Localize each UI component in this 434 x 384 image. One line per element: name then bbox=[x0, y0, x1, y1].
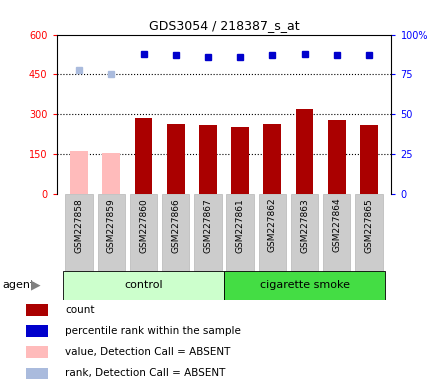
Text: GSM227860: GSM227860 bbox=[139, 198, 148, 253]
Bar bbox=[135, 118, 152, 194]
Bar bbox=[322, 194, 350, 271]
Bar bbox=[70, 151, 88, 194]
Bar bbox=[327, 119, 345, 194]
Bar bbox=[290, 194, 318, 271]
Text: ▶: ▶ bbox=[31, 279, 41, 291]
Text: count: count bbox=[65, 305, 95, 315]
Text: GSM227863: GSM227863 bbox=[299, 198, 308, 253]
Bar bbox=[224, 271, 384, 300]
Text: GSM227861: GSM227861 bbox=[235, 198, 244, 253]
Text: GSM227858: GSM227858 bbox=[74, 198, 83, 253]
Text: control: control bbox=[124, 280, 162, 290]
Bar bbox=[194, 194, 221, 271]
Bar bbox=[258, 194, 286, 271]
Text: GSM227866: GSM227866 bbox=[171, 198, 180, 253]
Bar bbox=[226, 194, 253, 271]
Text: value, Detection Call = ABSENT: value, Detection Call = ABSENT bbox=[65, 347, 230, 358]
Text: GSM227865: GSM227865 bbox=[364, 198, 373, 253]
Text: GSM227859: GSM227859 bbox=[107, 198, 115, 253]
Bar bbox=[359, 125, 377, 194]
Bar bbox=[231, 127, 248, 194]
Bar bbox=[129, 194, 157, 271]
Bar bbox=[97, 194, 125, 271]
Text: GSM227862: GSM227862 bbox=[267, 198, 276, 252]
Bar bbox=[161, 194, 189, 271]
Bar bbox=[26, 325, 48, 337]
Bar bbox=[355, 194, 382, 271]
Bar bbox=[26, 346, 48, 358]
Text: agent: agent bbox=[2, 280, 34, 290]
Bar bbox=[167, 124, 184, 194]
Text: percentile rank within the sample: percentile rank within the sample bbox=[65, 326, 240, 336]
Title: GDS3054 / 218387_s_at: GDS3054 / 218387_s_at bbox=[148, 19, 299, 32]
Bar bbox=[263, 124, 280, 194]
Bar bbox=[26, 304, 48, 316]
Text: cigarette smoke: cigarette smoke bbox=[259, 280, 349, 290]
Bar bbox=[199, 126, 216, 194]
Bar bbox=[26, 367, 48, 379]
Bar bbox=[102, 153, 120, 194]
Bar bbox=[63, 271, 224, 300]
Bar bbox=[295, 109, 312, 194]
Text: rank, Detection Call = ABSENT: rank, Detection Call = ABSENT bbox=[65, 368, 225, 379]
Text: GSM227864: GSM227864 bbox=[332, 198, 340, 252]
Bar bbox=[65, 194, 92, 271]
Text: GSM227867: GSM227867 bbox=[203, 198, 212, 253]
